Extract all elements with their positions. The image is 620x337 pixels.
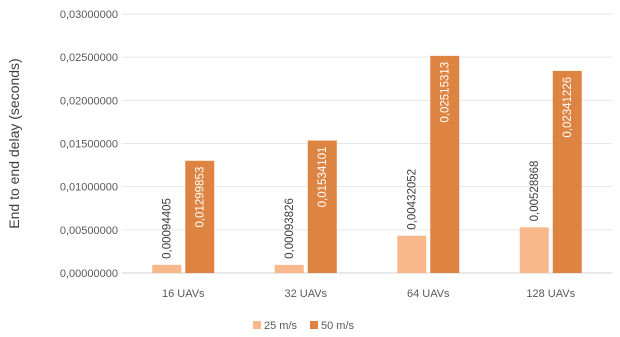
y-tick-label: 0,01500000 [60,139,118,151]
bar [552,70,582,274]
bar [430,55,460,274]
x-tick-label: 16 UAVs [162,288,205,300]
y-tick-label: 0,00500000 [60,225,118,237]
y-tick-label: 0,02000000 [60,95,118,107]
x-tick-label: 128 UAVs [526,288,575,300]
legend-swatch [310,321,318,329]
bar [397,235,427,273]
legend: 25 m/s 50 m/s [253,320,355,332]
bar [152,264,182,273]
data-label: 0,01534101 [317,147,329,208]
y-tick-label: 0,03000000 [60,9,118,21]
legend-label: 25 m/s [264,320,298,332]
data-label: 0,02515313 [440,62,452,123]
x-tick-label: 32 UAVs [284,288,327,300]
data-label: 0,00432052 [407,169,419,230]
data-label: 0,00094405 [162,198,174,259]
y-tick-label: 0,02500000 [60,52,118,64]
bars [152,55,582,274]
bar [519,227,549,273]
bar [185,160,215,273]
bar [274,264,304,273]
data-label: 0,02341226 [562,77,574,138]
data-label: 0,01299853 [195,167,207,228]
y-axis-tick-labels: 0,00000000 0,00500000 0,01000000 0,01500000… [60,9,118,280]
y-axis-title: End to end delay (seconds) [6,58,22,228]
data-label: 0,00093826 [284,198,296,259]
x-axis-tick-labels: 16 UAVs 32 UAVs 64 UAVs 128 UAVs [162,288,576,300]
bar [307,140,337,273]
x-tick-label: 64 UAVs [407,288,450,300]
y-tick-label: 0,01000000 [60,182,118,194]
y-tick-label: 0,00000000 [60,268,118,280]
data-label: 0,00528868 [529,161,541,222]
legend-label: 50 m/s [321,320,355,332]
legend-swatch [253,321,261,329]
data-labels: 0,00094405 0,01299853 0,00093826 0,01534101… [162,62,575,259]
